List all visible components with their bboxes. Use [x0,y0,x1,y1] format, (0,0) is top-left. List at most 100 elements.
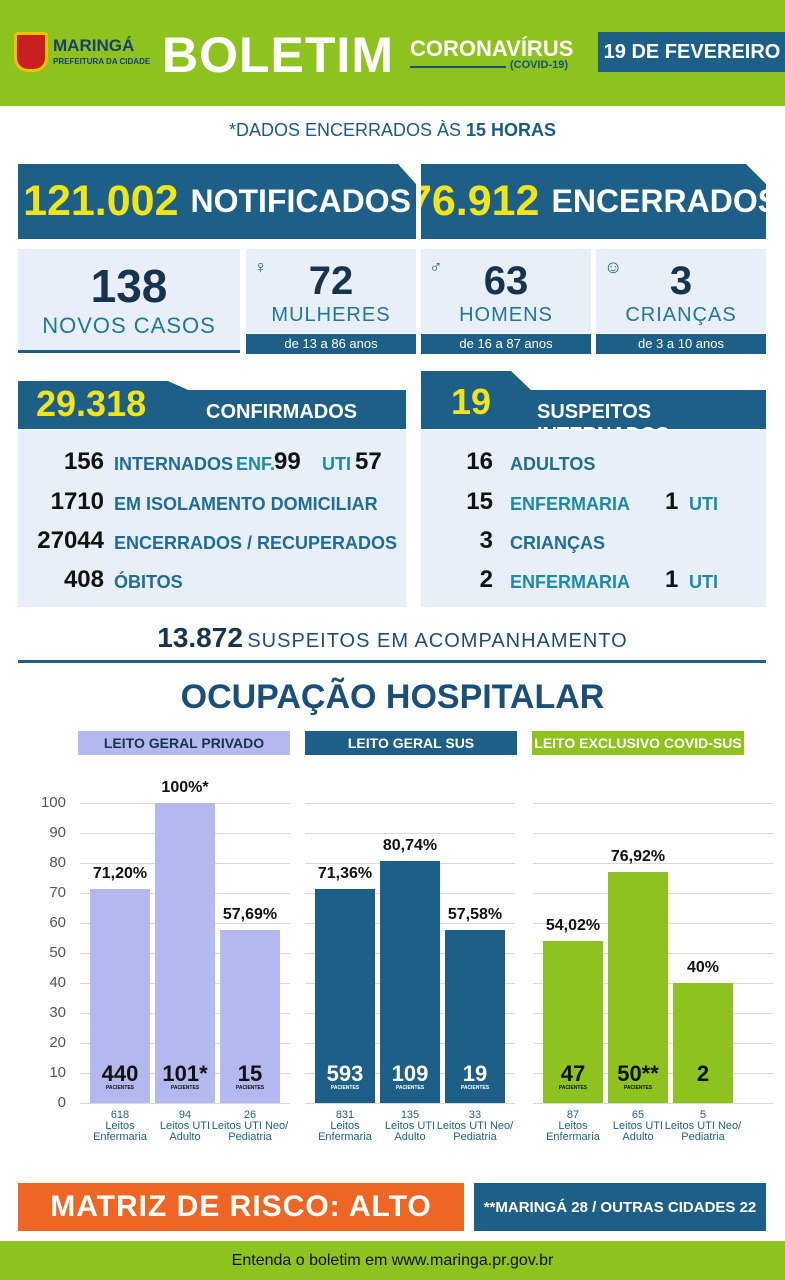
y-tick-label: 50 [49,944,66,961]
bar-percent-label: 71,36% [317,864,373,882]
bar-percent-label: 100%* [161,779,209,796]
obitos-value: 408 [63,566,104,593]
bed-type: Leitos UTI Adulto [384,1120,436,1143]
y-tick-label: 70 [49,884,66,901]
adultos-uti-label: UTI [689,494,718,514]
maringa-outras-note: **MARINGÁ 28 / OUTRAS CIDADES 22 [474,1183,766,1231]
gridline [80,1103,290,1104]
bed-count: 26 [243,1109,257,1121]
internados-label: INTERNADOS [114,454,234,474]
data-cutoff-note: *DADOS ENCERRADOS ÀS 15 HORAS [228,120,557,140]
category-header: LEITO EXCLUSIVO COVID-SUS [532,731,744,755]
acompanhamento-label: SUSPEITOS EM ACOMPANHAMENTO [247,630,628,652]
gridline [533,863,773,864]
bed-type: Leitos Enfermaria [546,1120,600,1143]
patients-value: 101* [162,1061,208,1086]
bar-patients-label: 440 PACIENTES [90,1063,150,1092]
encerrados-label: ENCERRADOS [551,183,780,219]
bar [445,930,505,1103]
notificados-label: NOTIFICADOS [190,183,411,219]
female-icon: ♀ [254,257,268,277]
child-icon: ☺ [604,257,623,277]
obitos-label: ÓBITOS [114,572,183,592]
mulheres-box: ♀ 72 MULHERES [246,249,416,333]
novos-casos-value: 138 [90,260,168,312]
uti-label: UTI [322,454,351,474]
divider [18,660,766,663]
city-name: MARINGÁ [53,36,135,55]
homens-box: ♂ 63 HOMENS [421,249,591,333]
novos-casos-label: NOVOS CASOS [42,313,216,338]
bed-count-label: 26 Leitos UTI Neo/ Pediatria [210,1110,290,1143]
criancas-int-value: 3 [479,527,493,554]
bed-type: Leitos UTI Neo/ Pediatria [664,1120,742,1143]
bar-percent-label: 54,02% [545,916,601,934]
adultos-enf-label: ENFERMARIA [510,494,630,514]
confirmados-header: 29.318 CONFIRMADOS [18,381,406,429]
category-header: LEITO GERAL SUS [305,731,517,755]
suspeitos-internados-label: SUSPEITOS INTERNADOS [537,401,669,429]
bar-patients-label: 2 [673,1063,733,1085]
adultos-label: ADULTOS [510,454,596,474]
suspeitos-panel: 16 ADULTOS 15 ENFERMARIA 1 UTI 3 CRIANÇA… [421,430,766,607]
prefeitura-label: PREFEITURA DA CIDADE [53,57,151,66]
bed-count-label: 618 Leitos Enfermaria [80,1110,160,1143]
bar [543,940,603,1103]
bed-count: 5 [699,1109,707,1121]
criancas-uti-value: 1 [665,566,679,593]
date-badge: 19 DE FEVEREIRO [598,32,785,72]
bar-percent-label: 57,58% [447,906,503,924]
bed-count: 618 [110,1109,130,1121]
criancas-value: 3 [669,259,693,303]
bar-patients-label: 593 PACIENTES [315,1063,375,1092]
patients-value: 2 [696,1061,710,1086]
criancas-box: ☺ 3 CRIANÇAS [596,249,766,333]
patients-caption: PACIENTES [460,1085,490,1091]
confirmados-label: CONFIRMADOS [206,401,358,423]
uti-value: 57 [355,448,382,475]
bar-percent-label: 80,74% [382,836,438,854]
patients-caption: PACIENTES [170,1085,200,1091]
confirmados-value: 29.318 [36,383,147,424]
patients-caption: PACIENTES [235,1085,265,1091]
acompanhamento-line: 13.872 SUSPEITOS EM ACOMPANHAMENTO [0,622,785,654]
bar [220,929,280,1103]
footer-link[interactable]: Entenda o boletim em www.maringa.pr.gov.… [0,1241,785,1280]
internados-value: 156 [63,448,104,475]
bar-patients-label: 101* PACIENTES [155,1061,215,1092]
bed-count: 33 [468,1109,482,1121]
y-tick-label: 20 [49,1034,66,1051]
bar-patients-label: 15 PACIENTES [220,1063,280,1092]
bar-percent-label: 76,92% [610,848,666,866]
bed-count: 65 [631,1109,645,1121]
patients-value: 50** [617,1061,659,1086]
y-tick-label: 90 [49,824,66,841]
y-tick-label: 40 [49,974,66,991]
recuperados-value: 27044 [37,527,104,554]
bed-count: 87 [566,1109,580,1121]
criancas-enf-label: ENFERMARIA [510,572,630,592]
bed-type: Leitos UTI Neo/ Pediatria [211,1120,289,1143]
bar-patients-label: 47 PACIENTES [543,1063,603,1092]
page-title: BOLETIM [162,27,394,83]
gridline [305,803,515,804]
novos-casos-underline [18,350,240,353]
recuperados-label: ENCERRADOS / RECUPERADOS [114,533,398,553]
covid-label: (COVID-19) [510,59,569,71]
bed-count: 135 [400,1109,420,1121]
ocupacao-title: OCUPAÇÃO HOSPITALAR [180,678,605,716]
acompanhamento-value: 13.872 [157,622,243,653]
bed-type: Leitos UTI Adulto [159,1120,211,1143]
encerrados-box: 76.912 ENCERRADOS [421,164,766,239]
category-header: LEITO GERAL PRIVADO [78,731,290,755]
adultos-uti-value: 1 [665,488,679,515]
notificados-value: 121.002 [23,177,179,225]
bar [673,983,733,1103]
patients-caption: PACIENTES [105,1085,135,1091]
patients-caption: PACIENTES [558,1085,588,1091]
mulheres-label: MULHERES [271,304,391,326]
gridline [305,833,515,834]
y-tick-label: 0 [57,1094,66,1111]
patients-caption: PACIENTES [330,1085,360,1091]
gridline [533,803,773,804]
